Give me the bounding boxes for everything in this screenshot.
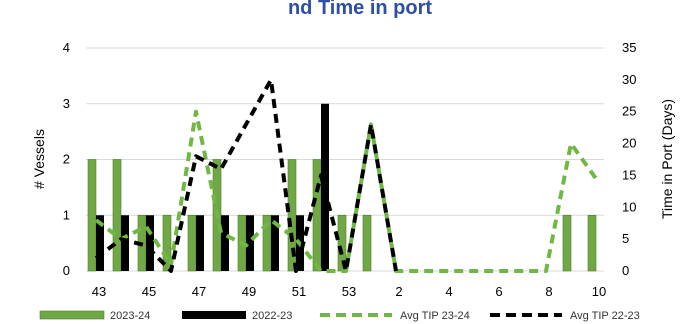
bar-2022-23-5 — [221, 215, 229, 271]
line-avg-tip-22-23 — [94, 77, 398, 273]
bar-2022-23-0 — [96, 215, 104, 271]
line-avg-tip-23-24 — [94, 109, 598, 273]
y-left-tick-1: 1 — [63, 207, 70, 222]
y-left-tick-2: 2 — [63, 152, 70, 167]
bar-2022-23-6 — [246, 215, 254, 271]
bar-2023-24-1 — [112, 159, 122, 272]
y-axis-left-ticks: 0 1 2 3 4 — [63, 40, 70, 278]
y-axis-left-title: # Vessels — [31, 129, 47, 189]
y-right-tick-7: 35 — [622, 40, 636, 55]
legend-label-0: 2023-24 — [110, 310, 150, 322]
legend-label-2: Avg TIP 23-24 — [400, 310, 470, 322]
x-tick-0: 43 — [92, 284, 106, 299]
y-right-tick-4: 20 — [622, 136, 636, 151]
y-right-tick-2: 10 — [622, 199, 636, 214]
y-right-tick-0: 0 — [622, 263, 629, 278]
y-right-tick-1: 5 — [622, 231, 629, 246]
y-axis-right-ticks: 0 5 10 15 20 25 30 35 — [622, 40, 636, 278]
y-right-tick-3: 15 — [622, 167, 636, 182]
x-axis-ticks: 43 45 47 49 51 53 2 4 6 8 10 — [92, 284, 606, 299]
x-tick-8: 51 — [292, 284, 306, 299]
legend: 2023-24 2022-23 Avg TIP 23-24 Avg TIP 22-23 — [39, 310, 640, 322]
y-right-tick-5: 25 — [622, 104, 636, 119]
y-axis-right-title: Time in Port (Days) — [659, 99, 675, 219]
x-tick-2: 45 — [142, 284, 156, 299]
bar-2022-23-4 — [196, 215, 204, 271]
bar-2022-23-2 — [146, 215, 154, 271]
y-right-tick-6: 30 — [622, 72, 636, 87]
chart-title: nd Time in port — [288, 0, 432, 19]
bar-2023-24-4 — [187, 214, 197, 272]
bar-2022-23-7 — [271, 215, 279, 271]
legend-label-1: 2022-23 — [252, 310, 292, 322]
x-tick-10: 53 — [342, 284, 356, 299]
x-tick-6: 49 — [242, 284, 256, 299]
bar-2022-23-1 — [121, 215, 129, 271]
y-left-tick-0: 0 — [63, 263, 70, 278]
x-tick-16: 6 — [495, 284, 502, 299]
x-tick-14: 4 — [445, 284, 452, 299]
legend-swatch-1 — [182, 311, 246, 319]
legend-label-3: Avg TIP 22-23 — [570, 310, 640, 322]
x-tick-4: 47 — [192, 284, 206, 299]
bar-2023-24-3 — [162, 214, 172, 272]
lines — [94, 77, 598, 273]
bar-2023-24-11 — [362, 214, 372, 272]
bar-2023-24-0 — [87, 159, 97, 272]
x-tick-18: 8 — [545, 284, 552, 299]
legend-swatch-0 — [39, 310, 105, 320]
bar-2023-24-20 — [587, 214, 597, 272]
bar-2023-24-19 — [562, 214, 572, 272]
x-tick-20: 10 — [592, 284, 606, 299]
bar-2022-23-9 — [321, 103, 329, 271]
bars — [87, 103, 597, 272]
y-left-tick-4: 4 — [63, 40, 70, 55]
y-left-tick-3: 3 — [63, 96, 70, 111]
x-tick-12: 2 — [395, 284, 402, 299]
